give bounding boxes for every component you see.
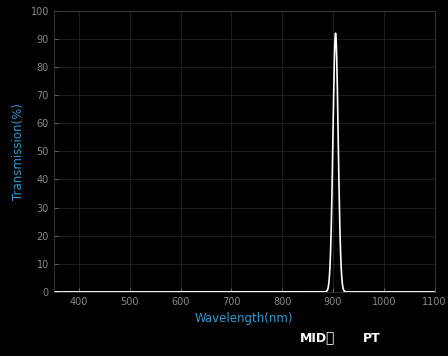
Text: MID: MID — [300, 332, 327, 345]
Text: PT: PT — [363, 332, 381, 345]
X-axis label: Wavelength(nm): Wavelength(nm) — [195, 312, 293, 325]
Text: ⛭: ⛭ — [325, 331, 333, 345]
Y-axis label: Transmission(%): Transmission(%) — [12, 103, 25, 200]
